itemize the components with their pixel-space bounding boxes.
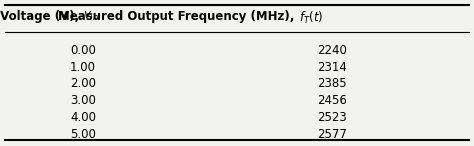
Text: Input Voltage (V),: Input Voltage (V), xyxy=(0,10,83,23)
Text: 2314: 2314 xyxy=(317,61,347,74)
Text: Measured Output Frequency (MHz),: Measured Output Frequency (MHz), xyxy=(58,10,299,23)
Text: 2240: 2240 xyxy=(317,44,347,57)
Text: 3.00: 3.00 xyxy=(70,94,96,107)
Text: 2.00: 2.00 xyxy=(70,77,96,90)
Text: 2577: 2577 xyxy=(317,128,347,141)
Text: 0.00: 0.00 xyxy=(70,44,96,57)
Text: 4.00: 4.00 xyxy=(70,111,96,124)
Text: 2523: 2523 xyxy=(317,111,346,124)
Text: $f_T(t)$: $f_T(t)$ xyxy=(299,10,323,26)
Text: 5.00: 5.00 xyxy=(70,128,96,141)
Text: 2456: 2456 xyxy=(317,94,347,107)
Text: 1.00: 1.00 xyxy=(70,61,96,74)
Text: $v_{in}$: $v_{in}$ xyxy=(83,10,99,23)
Text: 2385: 2385 xyxy=(317,77,346,90)
